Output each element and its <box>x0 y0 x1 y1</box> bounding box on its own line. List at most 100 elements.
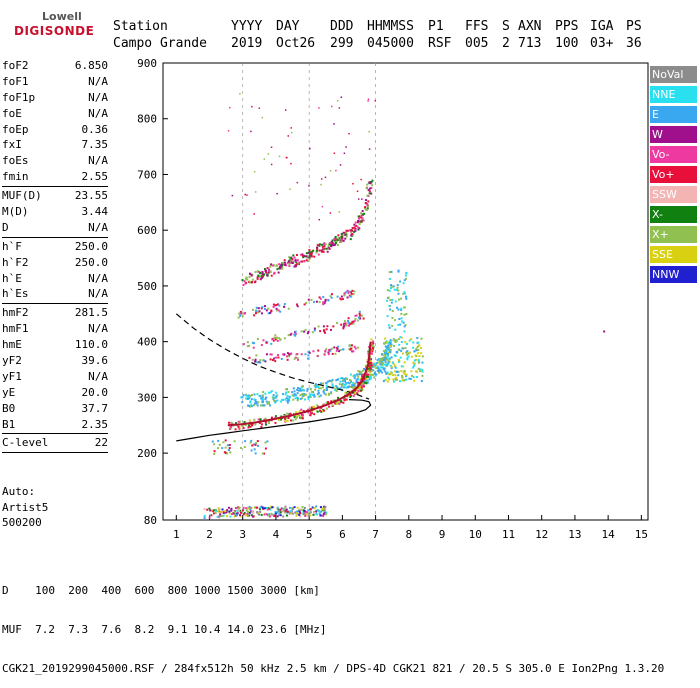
param-value: N/A <box>88 106 108 120</box>
echo-point-x-trace <box>381 359 384 362</box>
echo-point-e-region <box>258 508 261 511</box>
echo-point-second-hop <box>342 231 345 234</box>
echo-point-e-region <box>300 508 303 511</box>
echo-point-o-trace <box>366 367 369 370</box>
echo-point-o-trace <box>369 364 372 367</box>
echo-point-second-hop <box>295 263 298 266</box>
echo-point-spread-f <box>420 347 423 350</box>
echo-point-x-trace <box>326 380 329 383</box>
echo-point-e-region <box>239 515 242 518</box>
echo-point-e-region <box>233 512 236 515</box>
echo-point-o-trace <box>313 413 316 416</box>
param-value: N/A <box>88 154 108 168</box>
echo-point-x-trace <box>303 393 306 396</box>
echo-point-second-hop <box>371 179 374 182</box>
param-name: hmF1 <box>2 322 29 336</box>
echo-point-x-trace <box>351 384 354 387</box>
echo-point-e-region <box>243 512 246 515</box>
echo-point-second-hop <box>358 215 361 218</box>
param-name: foEs <box>2 154 29 168</box>
echo-point-x-trace <box>249 400 252 403</box>
echo-point-e-region <box>239 509 242 512</box>
echo-point-band <box>325 328 328 331</box>
echo-point-spread-f <box>415 370 418 373</box>
echo-point-e-region <box>284 505 287 508</box>
echo-point-x-trace <box>249 394 252 397</box>
echo-point-e-region <box>221 508 224 511</box>
echo-point-e-region <box>305 511 308 514</box>
echo-point-sparse <box>330 105 333 108</box>
echo-point-e-region <box>209 514 212 517</box>
echo-point-spread-f <box>412 346 415 349</box>
echo-point-e-region <box>299 508 302 511</box>
echo-point-x-trace <box>387 362 390 365</box>
legend-item-vo-: Vo- <box>650 146 697 163</box>
echo-point-x-trace <box>309 395 312 398</box>
echo-point-spread-f <box>409 351 412 354</box>
echo-point-sparse <box>224 446 227 449</box>
echo-point-e-region <box>285 514 288 517</box>
echo-point-o-trace <box>372 342 375 345</box>
auto-artist: Artist5 <box>2 500 49 514</box>
param-value: 110.0 <box>74 338 108 352</box>
echo-point-o-trace <box>238 427 241 430</box>
echo-point-second-hop <box>298 261 301 264</box>
echo-point-e-region <box>222 511 225 514</box>
header-value-7: 2 <box>502 36 510 51</box>
echo-point-x-trace <box>374 363 377 366</box>
echo-point-sparse <box>223 451 226 454</box>
echo-point-o-trace <box>300 416 303 419</box>
echo-point-e-region <box>299 511 302 514</box>
echo-point-e-region <box>221 514 224 517</box>
echo-point-e-region <box>244 514 247 517</box>
echo-point-x-trace <box>386 346 389 349</box>
echo-point-o-trace <box>292 419 295 422</box>
echo-point-second-hop <box>323 247 326 250</box>
echo-point-e-region <box>286 510 289 513</box>
echo-point-spread-f <box>394 300 397 303</box>
echo-point-second-hop <box>242 284 245 287</box>
echo-point-spread-f <box>414 354 417 357</box>
echo-point-e-region <box>260 513 263 516</box>
echo-point-x-trace <box>250 394 253 397</box>
param-row: B0 37.7 <box>2 401 108 417</box>
echo-point-second-hop <box>318 249 321 252</box>
echo-point-o-trace <box>295 411 298 414</box>
echo-point-spread-f <box>416 345 419 348</box>
echo-point-x-trace <box>282 392 285 395</box>
echo-point-x-trace <box>369 377 372 380</box>
echo-point-x-trace <box>359 370 362 373</box>
echo-point-o-trace <box>263 418 266 421</box>
echo-point-sparse <box>213 450 216 453</box>
echo-point-x-trace <box>275 391 278 394</box>
echo-point-spread-f <box>409 377 412 380</box>
echo-point-x-trace <box>363 368 366 371</box>
echo-point-band <box>267 307 270 310</box>
echo-point-x-trace <box>288 399 291 402</box>
echo-point-sparse <box>252 443 255 446</box>
echo-point-second-hop <box>345 229 348 232</box>
param-row: yF2 39.6 <box>2 353 108 369</box>
echo-point-e-region <box>203 516 206 519</box>
echo-point-second-hop <box>333 243 336 246</box>
echo-point-band <box>347 321 350 324</box>
param-name: B0 <box>2 401 16 415</box>
echo-point-second-hop <box>350 230 353 233</box>
echo-point-band <box>336 295 339 298</box>
echo-point-spread-f <box>399 323 402 326</box>
echo-point-sparse <box>318 107 320 109</box>
echo-point-second-hop <box>290 260 293 263</box>
echo-point-e-region <box>315 505 318 508</box>
echo-point-spread-f <box>401 352 404 355</box>
echo-point-spread-f <box>400 365 403 368</box>
echo-point-e-region <box>251 509 254 512</box>
echo-point-band <box>346 296 349 299</box>
echo-point-spread-f <box>390 356 393 359</box>
echo-point-x-trace <box>356 373 359 376</box>
echo-point-e-region <box>278 513 281 516</box>
echo-point-x-trace <box>318 387 321 390</box>
param-row: foF1 N/A <box>2 74 108 90</box>
echo-point-spread-f <box>397 323 400 326</box>
echo-point-spread-f <box>401 379 404 382</box>
echo-point-spread-f <box>399 356 402 359</box>
